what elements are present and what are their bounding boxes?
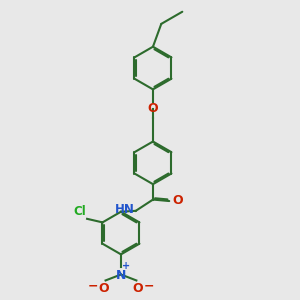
Text: O: O <box>98 282 109 295</box>
Text: O: O <box>172 194 183 207</box>
Text: N: N <box>116 269 126 282</box>
Text: HN: HN <box>115 203 135 216</box>
Text: −: − <box>88 280 98 293</box>
Text: O: O <box>148 102 158 116</box>
Text: O: O <box>133 282 143 295</box>
Text: −: − <box>144 280 154 293</box>
Text: +: + <box>122 261 130 271</box>
Text: Cl: Cl <box>73 205 86 218</box>
